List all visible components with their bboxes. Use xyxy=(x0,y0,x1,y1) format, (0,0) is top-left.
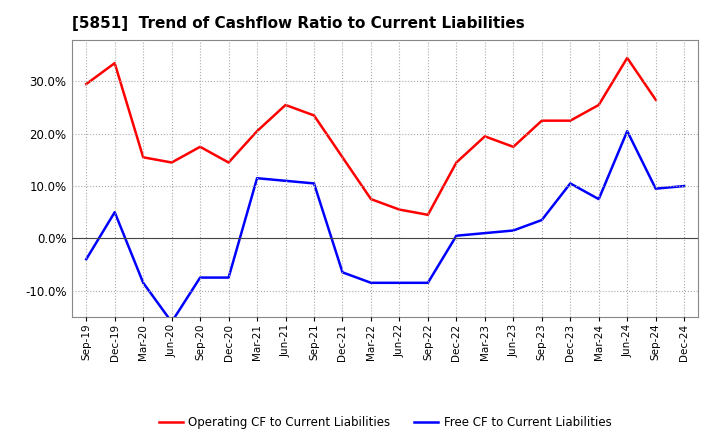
Free CF to Current Liabilities xyxy=(395,280,404,286)
Operating CF to Current Liabilities xyxy=(452,160,461,165)
Free CF to Current Liabilities xyxy=(566,181,575,186)
Free CF to Current Liabilities xyxy=(595,197,603,202)
Operating CF to Current Liabilities xyxy=(566,118,575,123)
Operating CF to Current Liabilities xyxy=(282,103,290,108)
Free CF to Current Liabilities xyxy=(623,128,631,134)
Free CF to Current Liabilities xyxy=(652,186,660,191)
Operating CF to Current Liabilities xyxy=(537,118,546,123)
Free CF to Current Liabilities xyxy=(110,209,119,215)
Operating CF to Current Liabilities xyxy=(196,144,204,150)
Free CF to Current Liabilities xyxy=(366,280,375,286)
Free CF to Current Liabilities xyxy=(338,270,347,275)
Operating CF to Current Liabilities xyxy=(139,154,148,160)
Free CF to Current Liabilities xyxy=(310,181,318,186)
Free CF to Current Liabilities xyxy=(225,275,233,280)
Free CF to Current Liabilities xyxy=(139,280,148,286)
Free CF to Current Liabilities xyxy=(537,217,546,223)
Free CF to Current Liabilities xyxy=(423,280,432,286)
Operating CF to Current Liabilities xyxy=(82,81,91,87)
Operating CF to Current Liabilities xyxy=(509,144,518,150)
Operating CF to Current Liabilities xyxy=(253,128,261,134)
Legend: Operating CF to Current Liabilities, Free CF to Current Liabilities: Operating CF to Current Liabilities, Fre… xyxy=(154,411,616,434)
Line: Operating CF to Current Liabilities: Operating CF to Current Liabilities xyxy=(86,58,656,215)
Operating CF to Current Liabilities xyxy=(480,134,489,139)
Free CF to Current Liabilities xyxy=(82,257,91,262)
Operating CF to Current Liabilities xyxy=(225,160,233,165)
Line: Free CF to Current Liabilities: Free CF to Current Liabilities xyxy=(86,131,684,322)
Operating CF to Current Liabilities xyxy=(338,154,347,160)
Free CF to Current Liabilities xyxy=(253,176,261,181)
Operating CF to Current Liabilities xyxy=(310,113,318,118)
Free CF to Current Liabilities xyxy=(196,275,204,280)
Free CF to Current Liabilities xyxy=(282,178,290,183)
Operating CF to Current Liabilities xyxy=(110,60,119,66)
Operating CF to Current Liabilities xyxy=(366,197,375,202)
Free CF to Current Liabilities xyxy=(452,233,461,238)
Operating CF to Current Liabilities xyxy=(167,160,176,165)
Free CF to Current Liabilities xyxy=(680,183,688,189)
Operating CF to Current Liabilities xyxy=(652,97,660,103)
Text: [5851]  Trend of Cashflow Ratio to Current Liabilities: [5851] Trend of Cashflow Ratio to Curren… xyxy=(72,16,525,32)
Operating CF to Current Liabilities xyxy=(623,55,631,61)
Operating CF to Current Liabilities xyxy=(395,207,404,212)
Free CF to Current Liabilities xyxy=(480,231,489,236)
Operating CF to Current Liabilities xyxy=(595,103,603,108)
Free CF to Current Liabilities xyxy=(167,319,176,325)
Operating CF to Current Liabilities xyxy=(423,212,432,217)
Free CF to Current Liabilities xyxy=(509,228,518,233)
